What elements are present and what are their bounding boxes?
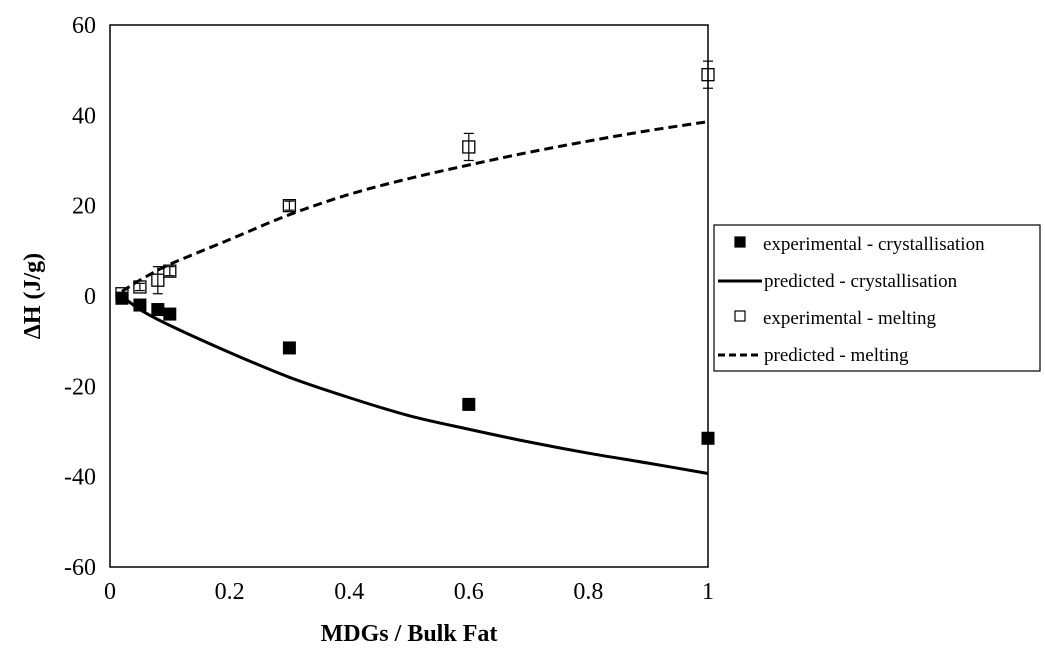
experimental-melting-point xyxy=(133,280,147,294)
legend: experimental - crystallisation predicted … xyxy=(713,224,1041,372)
error-bar xyxy=(284,200,295,211)
experimental-melting-point xyxy=(462,140,476,154)
legend-item-predicted-crystallisation: predicted - crystallisation xyxy=(718,271,958,292)
experimental-crystallisation-point xyxy=(701,431,715,445)
experimental-crystallisation-point xyxy=(282,341,296,355)
experimental-crystallisation-point xyxy=(133,298,147,312)
error-bar xyxy=(164,266,175,277)
plot-area xyxy=(109,24,709,568)
error-bar xyxy=(152,266,163,295)
series-markers xyxy=(115,68,715,445)
error-bar xyxy=(463,132,474,162)
error-bar xyxy=(703,60,713,89)
x-axis-ticks: 0 0.2 0.4 0.6 0.8 1 xyxy=(104,579,714,605)
x-tick-label: 0.2 xyxy=(215,579,245,605)
x-tick-label: 0.4 xyxy=(334,579,364,605)
legend-label: predicted - melting xyxy=(764,345,909,366)
x-tick-label: 1 xyxy=(702,579,714,605)
y-tick-label: 20 xyxy=(72,194,96,220)
legend-label: experimental - crystallisation xyxy=(763,234,985,255)
error-bar xyxy=(134,282,145,292)
error-bars xyxy=(116,60,713,296)
experimental-crystallisation-point xyxy=(163,307,177,321)
experimental-melting-point xyxy=(151,273,165,287)
y-tick-label: 40 xyxy=(72,103,96,129)
legend-item-experimental-melting: experimental - melting xyxy=(734,308,937,329)
y-tick-label: -40 xyxy=(64,465,96,491)
y-axis-ticks: 60 40 20 0 -20 -40 -60 xyxy=(64,13,96,581)
experimental-melting-point xyxy=(282,199,297,213)
legend-marker-swatch xyxy=(734,236,746,248)
predicted-crystallisation-line xyxy=(121,294,709,475)
experimental-melting-point xyxy=(163,264,177,278)
y-tick-label: 0 xyxy=(84,284,96,310)
y-tick-label: 60 xyxy=(72,13,96,39)
x-tick-label: 0 xyxy=(104,579,116,605)
plot-border xyxy=(109,24,709,568)
x-axis-title: MDGs / Bulk Fat xyxy=(321,621,498,647)
legend-label: experimental - melting xyxy=(763,308,937,329)
experimental-melting-point xyxy=(701,68,715,82)
x-tick-label: 0.8 xyxy=(573,579,603,605)
experimental-crystallisation-point xyxy=(115,291,129,305)
x-tick-label: 0.6 xyxy=(454,579,484,605)
legend-marker-swatch xyxy=(734,310,746,322)
y-axis-title: ΔH (J/g) xyxy=(20,253,46,339)
legend-item-predicted-melting: predicted - melting xyxy=(718,345,909,366)
legend-box xyxy=(713,224,1041,372)
y-tick-label: -20 xyxy=(64,374,96,400)
legend-item-experimental-crystallisation: experimental - crystallisation xyxy=(734,234,985,255)
predicted-melting-line xyxy=(121,120,709,293)
y-tick-label: -60 xyxy=(64,555,96,581)
legend-label: predicted - crystallisation xyxy=(764,271,958,292)
experimental-crystallisation-point xyxy=(462,397,476,411)
experimental-crystallisation-point xyxy=(151,303,165,317)
experimental-melting-point xyxy=(115,287,129,301)
series-lines xyxy=(121,120,709,475)
